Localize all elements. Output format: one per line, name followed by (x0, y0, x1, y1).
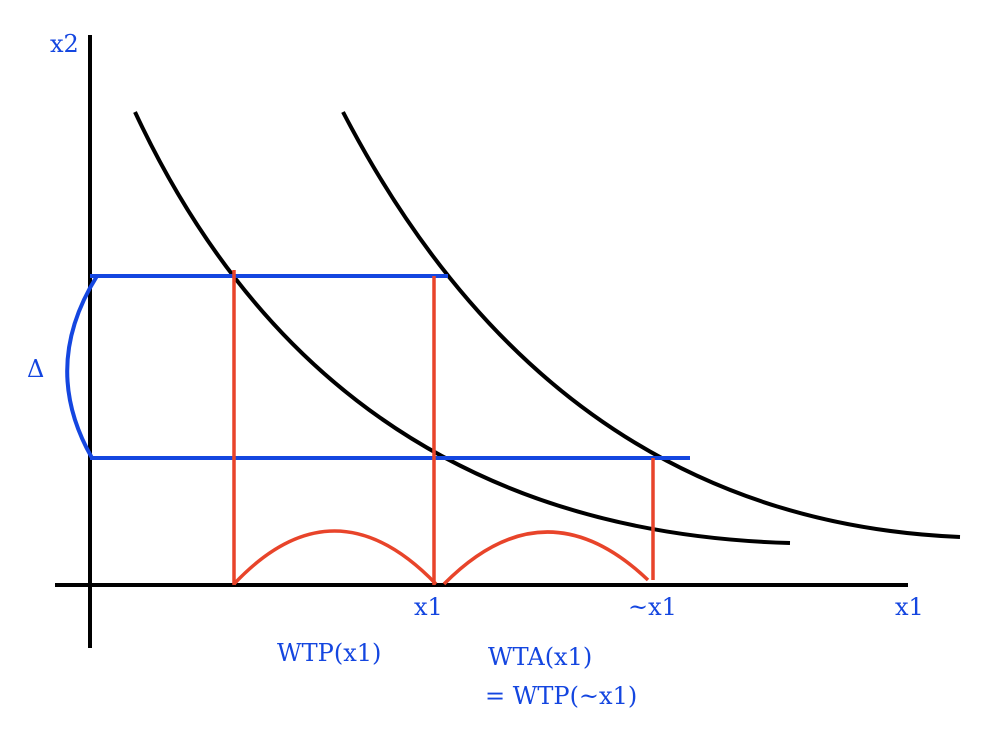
y-axis-label: x2 (50, 30, 79, 58)
wta-label-line1: WTA(x1) (488, 643, 592, 671)
delta-brace (65, 274, 99, 459)
wtp-label: WTP(x1) (277, 639, 381, 667)
indifference-curve-upper (341, 111, 961, 539)
delta-label: Δ (27, 355, 44, 383)
tilde-x1-tick-label: ~x1 (628, 593, 677, 621)
wtp-arc (232, 529, 438, 586)
wta-label-line2: = WTP(~x1) (485, 682, 637, 710)
indifference-curve-lower (133, 111, 791, 545)
x1-tick-label: x1 (414, 593, 443, 621)
wta-arc (442, 530, 650, 586)
x-axis-label: x1 (895, 593, 924, 621)
